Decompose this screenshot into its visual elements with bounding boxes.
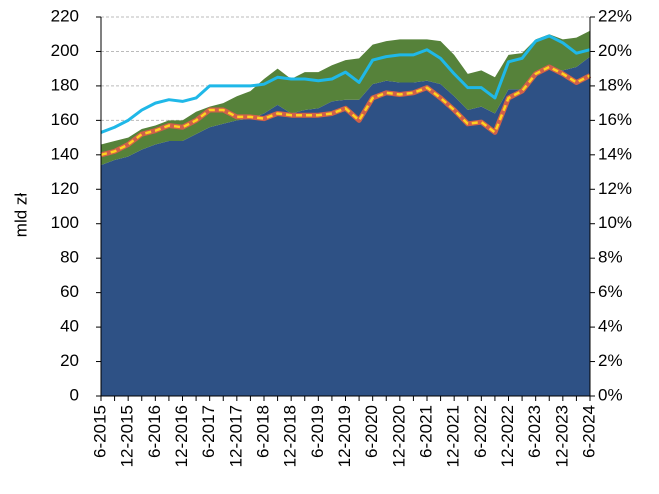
- x-tick-label: 6-2021: [416, 405, 435, 458]
- x-tick-label: 12-2022: [498, 405, 517, 467]
- y-tick-label: 80: [60, 248, 79, 267]
- x-tick-label: 6-2019: [308, 405, 327, 458]
- y-tick-label: 40: [60, 317, 79, 336]
- y2-tick-label: 8%: [598, 248, 623, 267]
- x-tick-label: 6-2024: [579, 405, 598, 458]
- y-tick-label: 120: [51, 179, 79, 198]
- y2-tick-label: 12%: [598, 179, 632, 198]
- x-tick-label: 6-2016: [145, 405, 164, 458]
- x-tick-label: 12-2019: [335, 405, 354, 467]
- x-tick-label: 6-2020: [362, 405, 381, 458]
- y-tick-label: 100: [51, 213, 79, 232]
- x-tick-label: 6-2018: [253, 405, 272, 458]
- x-tick-label: 6-2015: [90, 405, 109, 458]
- line: [100, 34, 591, 134]
- y2-tick-label: 16%: [598, 110, 632, 129]
- y2-tick-label: 2%: [598, 351, 623, 370]
- y2-tick-label: 4%: [598, 317, 623, 336]
- y-tick-label: 20: [60, 351, 79, 370]
- y2-tick-label: 10%: [598, 213, 632, 232]
- x-tick-label: 12-2020: [389, 405, 408, 467]
- y2-tick-label: 6%: [598, 282, 623, 301]
- y-tick-label: 160: [51, 110, 79, 129]
- y2-tick-label: 18%: [598, 75, 632, 94]
- x-tick-label: 6-2017: [199, 405, 218, 458]
- x-tick-label: 6-2022: [471, 405, 490, 458]
- y2-tick-label: 14%: [598, 144, 632, 163]
- y-tick-label: 220: [51, 6, 79, 25]
- y-tick-label: 60: [60, 282, 79, 301]
- y-tick-label: 0: [70, 385, 79, 404]
- y2-tick-label: 20%: [598, 41, 632, 60]
- x-tick-label: 12-2016: [172, 405, 191, 467]
- area: [101, 56, 590, 396]
- x-tick-label: 6-2023: [525, 405, 544, 458]
- x-tick-label: 12-2023: [552, 405, 571, 467]
- x-tick-label: 12-2017: [226, 405, 245, 467]
- y-tick-label: 200: [51, 41, 79, 60]
- y2-tick-label: 0%: [598, 385, 623, 404]
- x-tick-label: 12-2021: [444, 405, 463, 467]
- y-tick-label: 180: [51, 75, 79, 94]
- x-tick-label: 12-2015: [118, 405, 137, 467]
- y-tick-label: 140: [51, 144, 79, 163]
- line: [100, 65, 591, 157]
- area: [101, 30, 590, 166]
- y-axis-label: mld zł: [11, 193, 30, 238]
- y2-tick-label: 22%: [598, 6, 632, 25]
- x-tick-label: 12-2018: [281, 405, 300, 467]
